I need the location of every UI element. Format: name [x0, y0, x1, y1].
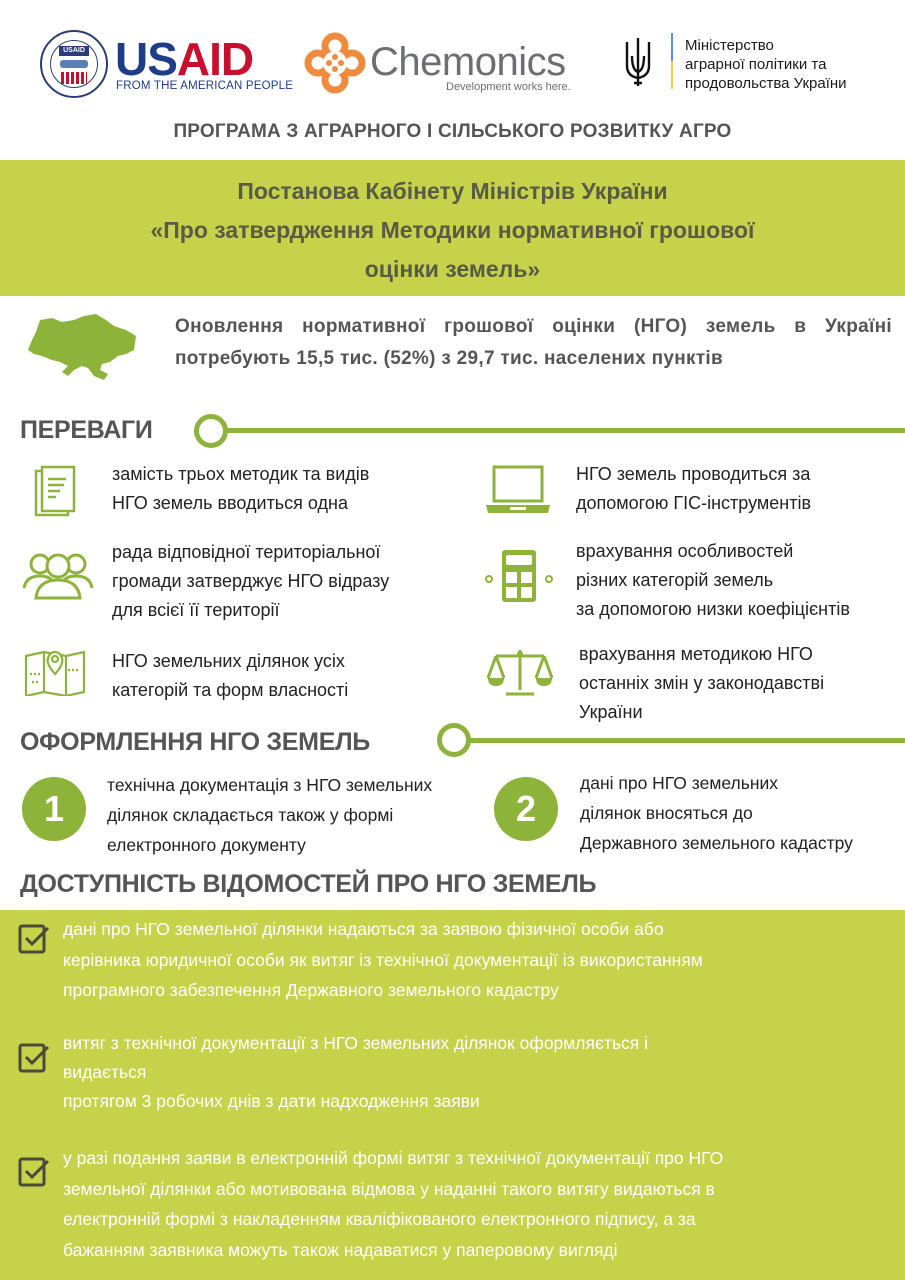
step-number-badge: 1 [22, 777, 86, 841]
usaid-tagline: FROM THE AMERICAN PEOPLE [116, 80, 294, 92]
resolution-title: Постанова Кабінету Міністрів України «Пр… [150, 178, 755, 282]
intro-statement: Оновлення нормативної грошової оцінки (Н… [175, 316, 892, 369]
advantage-item: рада відповідної територіальної громади … [112, 542, 390, 620]
ukraine-trident-icon [625, 38, 651, 86]
checkbox-check-icon [18, 924, 50, 954]
checkbox-check-icon [18, 1043, 50, 1073]
section-heading-registration: ОФОРМЛЕННЯ НГО ЗЕМЕЛЬ [20, 728, 370, 756]
section-divider-line [212, 428, 905, 433]
step-number-badge: 2 [494, 777, 558, 841]
flag-divider [671, 33, 673, 89]
access-panel [0, 910, 905, 1280]
scales-icon [486, 650, 554, 696]
partner-logos: USAID USAID FROM THE AMERICAN PEOPLE Che… [38, 28, 895, 103]
chemonics-logo-wordmark: Chemonics [370, 40, 566, 84]
usaid-logo-wordmark: USAID [115, 33, 254, 85]
title-banner [0, 160, 905, 296]
advantage-item: врахування методикою НГО останніх змін у… [579, 644, 825, 722]
advantage-item: НГО земель проводиться за допомогою ГІС-… [576, 464, 812, 513]
registration-item: дані про НГО земельних ділянок вносяться… [580, 773, 853, 853]
laptop-icon [486, 465, 550, 513]
document-icon [34, 465, 76, 517]
section-ring-icon [194, 414, 228, 448]
ukraine-map-icon [28, 314, 136, 380]
usaid-seal-icon: USAID [40, 30, 108, 98]
section-divider-line [455, 738, 905, 743]
checkbox-check-icon [18, 1157, 50, 1187]
section-heading-access: ДОСТУПНІСТЬ ВІДОМОСТЕЙ ПРО НГО ЗЕМЕЛЬ [20, 870, 597, 898]
program-title: ПРОГРАМА З АГРАРНОГО І СІЛЬСЬКОГО РОЗВИТ… [173, 121, 732, 142]
map-pin-icon [24, 650, 86, 696]
chemonics-logo-icon [304, 32, 366, 94]
people-group-icon [22, 553, 94, 600]
advantage-item: врахування особливостей різних категорій… [576, 541, 850, 619]
calculator-icon [485, 550, 553, 602]
registration-item: технічна документація з НГО земельних ді… [107, 775, 433, 855]
advantage-item: НГО земельних ділянок усіх категорій та … [112, 651, 349, 700]
ministry-name: Міністерство аграрної політики та продов… [685, 37, 847, 92]
section-heading-advantages: ПЕРЕВАГИ [20, 416, 153, 444]
advantage-item: замість трьох методик та видів НГО земел… [112, 464, 370, 513]
chemonics-tagline: Development works here. [446, 81, 571, 93]
section-ring-icon [437, 723, 471, 757]
